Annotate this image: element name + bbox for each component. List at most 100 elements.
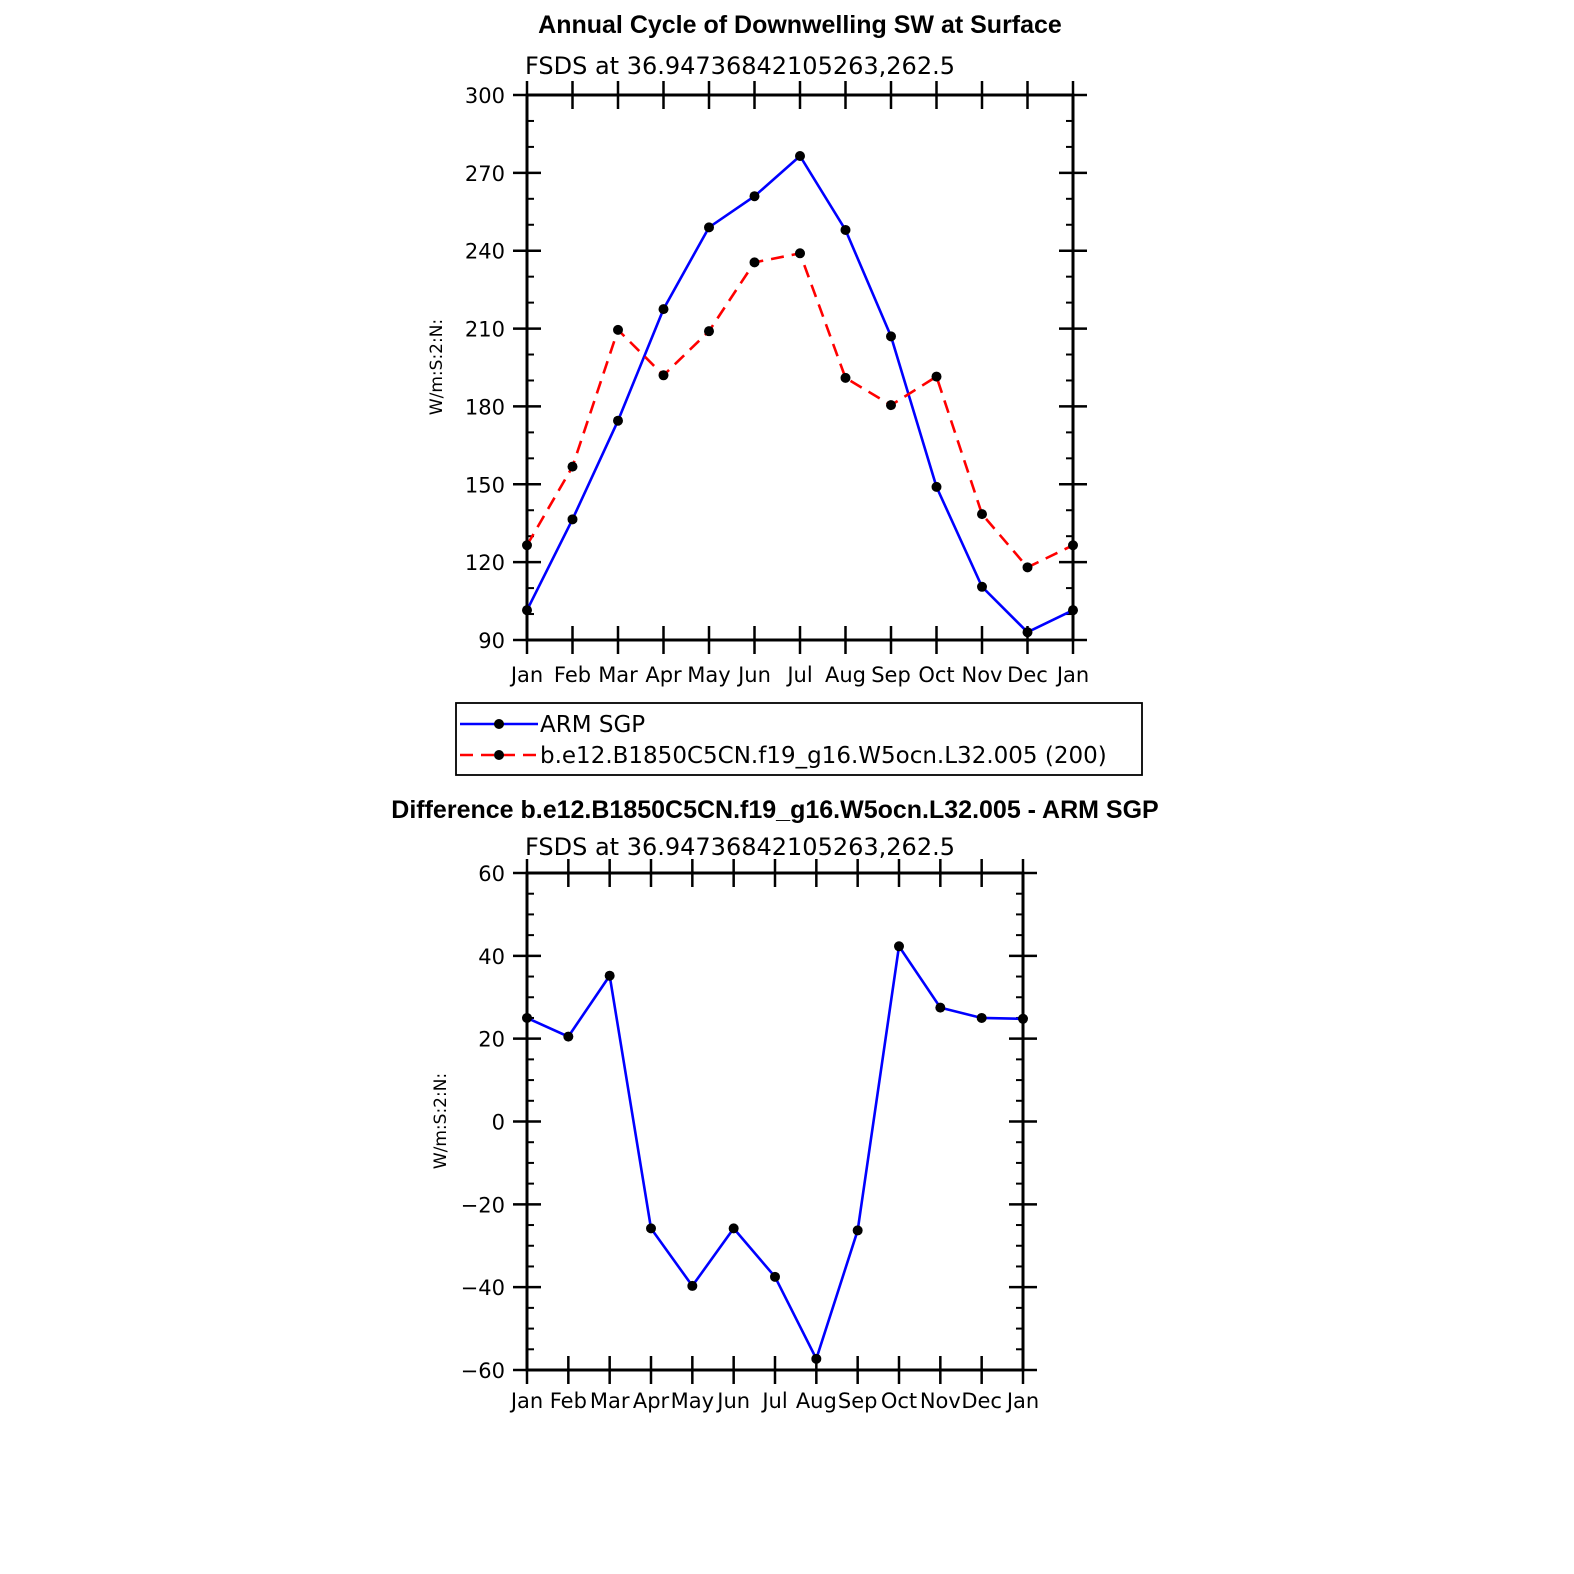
x-tick-label: Jul [785,663,812,687]
x-tick-label: Sep [838,1389,878,1413]
y-tick-label: 90 [478,629,505,653]
y-tick-label: 60 [478,862,505,886]
data-point [852,1225,863,1236]
data-point [1068,605,1078,616]
x-tick-label: Feb [550,1389,587,1413]
x-tick-label: Nov [962,663,1003,687]
data-point [795,248,805,259]
x-tick-label: Dec [1007,663,1048,687]
y-tick-label: 270 [465,162,505,186]
x-tick-label: Jun [736,663,771,687]
x-tick-label: Oct [918,663,954,687]
data-point [795,150,805,161]
data-point [1022,627,1033,638]
data-point [886,331,896,342]
x-tick-label: Jan [1005,1389,1039,1413]
x-tick-label: May [687,663,730,687]
data-point [749,257,760,268]
x-tick-label: Jan [509,1389,543,1413]
y-tick-label: 210 [465,318,505,342]
data-point [604,970,615,981]
x-tick-label: Aug [825,663,866,687]
x-tick-label: Jun [715,1389,750,1413]
y-tick-label: −20 [461,1193,505,1217]
data-point [977,581,987,592]
x-tick-label: Jan [509,663,543,687]
y-tick-label: 120 [465,551,505,575]
y-axis-label: W/m:S:2:N: [431,1073,451,1169]
data-point [931,371,942,382]
series-line-1 [525,251,1074,569]
y-tick-label: −60 [461,1359,505,1383]
data-point [811,1353,822,1364]
x-tick-label: Oct [881,1389,917,1413]
x-tick-label: Jan [1055,663,1089,687]
data-point [613,415,623,426]
data-point [567,461,578,472]
chart-subtitle: FSDS at 36.94736842105263,262.5 [525,833,955,861]
legend-box [455,702,1143,776]
y-tick-label: 240 [465,240,505,264]
y-tick-label: 180 [465,395,505,419]
difference-chart: Difference b.e12.B1850C5CN.f19_g16.W5ocn… [391,796,1158,1413]
x-tick-label: Jul [760,1389,787,1413]
data-point [613,324,623,335]
legend-swatch-marker [494,719,504,729]
x-tick-label: Feb [554,663,591,687]
data-point [935,1002,946,1013]
x-tick-label: Nov [920,1389,961,1413]
data-point [567,514,578,525]
data-point [840,224,851,235]
data-point [976,1012,987,1023]
data-point [749,191,760,202]
data-point [728,1223,739,1234]
x-tick-label: Dec [961,1389,1002,1413]
y-tick-label: 0 [492,1111,505,1135]
data-point [977,509,987,520]
data-point [704,222,714,233]
data-point [522,605,532,616]
data-point [522,1012,532,1023]
chart-title: Difference b.e12.B1850C5CN.f19_g16.W5ocn… [391,796,1158,824]
x-tick-label: Apr [645,663,682,687]
x-tick-label: Mar [598,663,638,687]
x-tick-label: Apr [633,1389,670,1413]
data-point [1022,562,1033,573]
data-point [563,1031,574,1042]
y-tick-label: −40 [461,1276,505,1300]
data-point [658,370,669,381]
x-tick-label: Mar [590,1389,630,1413]
data-point [658,304,669,315]
x-tick-label: May [671,1389,714,1413]
data-point [704,326,714,337]
legend-label: ARM SGP [540,712,645,738]
data-point [840,372,851,383]
data-point [687,1280,698,1291]
x-tick-label: Aug [796,1389,837,1413]
chart-subtitle: FSDS at 36.94736842105263,262.5 [525,52,955,80]
data-point [1068,540,1078,551]
data-point [522,540,532,551]
y-tick-label: 40 [478,945,505,969]
series-line-0 [526,942,1024,1363]
series-line-0 [525,153,1074,634]
data-point [886,400,896,411]
plot-frame [525,871,1025,1372]
data-point [770,1271,780,1282]
data-point [894,941,904,952]
chart-title: Annual Cycle of Downwelling SW at Surfac… [538,11,1062,39]
data-point [646,1223,656,1234]
x-tick-label: Sep [871,663,911,687]
legend-label: b.e12.B1850C5CN.f19_g16.W5ocn.L32.005 (2… [540,743,1107,769]
plot-frame [525,93,1075,642]
data-point [931,481,942,492]
annual-cycle-chart: Annual Cycle of Downwelling SW at Surfac… [427,11,1143,776]
y-tick-label: 150 [465,473,505,497]
y-tick-label: 20 [478,1028,505,1052]
y-axis-label: W/m:S:2:N: [427,319,447,415]
legend: ARM SGP b.e12.B1850C5CN.f19_g16.W5ocn.L32… [455,702,1143,776]
data-point [1018,1013,1028,1024]
legend-swatch-marker [494,750,504,760]
y-tick-label: 300 [465,84,505,108]
